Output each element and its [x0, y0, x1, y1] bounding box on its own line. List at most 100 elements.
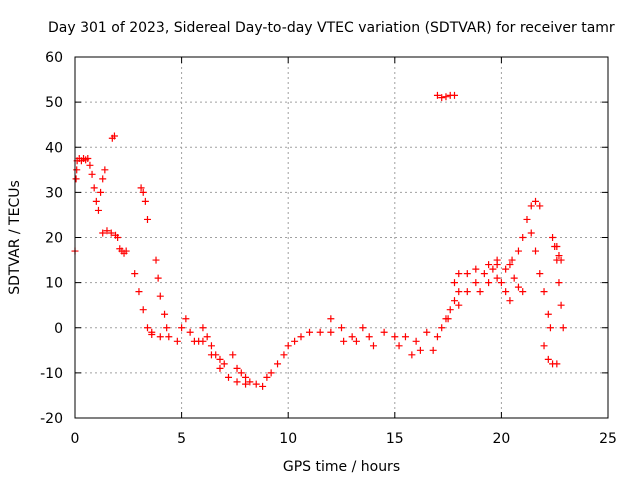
data-point: [463, 288, 471, 296]
data-point: [156, 292, 164, 300]
data-point: [540, 288, 548, 296]
data-point: [472, 265, 480, 273]
data-point: [246, 378, 254, 386]
data-point: [263, 373, 271, 381]
data-point: [327, 328, 335, 336]
data-point: [408, 351, 416, 359]
data-point: [455, 301, 463, 309]
data-point: [316, 328, 324, 336]
data-point: [199, 337, 207, 345]
data-point: [359, 324, 367, 332]
data-point: [233, 364, 241, 372]
data-point: [536, 270, 544, 278]
data-point: [455, 270, 463, 278]
data-point: [559, 324, 567, 332]
data-point: [280, 351, 288, 359]
data-point: [540, 342, 548, 350]
data-point: [450, 91, 458, 99]
data-point: [199, 324, 207, 332]
data-point: [114, 234, 122, 241]
data-point: [502, 265, 510, 273]
data-point: [380, 328, 388, 336]
data-point: [510, 274, 518, 282]
data-point: [348, 333, 356, 341]
data-point: [365, 333, 373, 341]
data-point: [152, 256, 160, 264]
x-axis-label: GPS time / hours: [283, 459, 400, 475]
data-point: [148, 331, 156, 339]
data-point: [207, 351, 215, 359]
data-point: [557, 301, 565, 309]
data-point: [485, 279, 493, 287]
data-point: [549, 234, 557, 241]
data-point: [476, 288, 484, 296]
data-point: [555, 252, 563, 260]
data-point: [450, 297, 458, 305]
data-point: [178, 324, 186, 332]
grid: [75, 57, 608, 418]
data-point: [242, 380, 250, 388]
data-point: [291, 337, 299, 345]
data-point: [101, 166, 109, 174]
data-point: [506, 297, 514, 305]
data-point: [141, 197, 149, 205]
data-point: [340, 337, 348, 345]
data-point: [161, 310, 169, 318]
data-point: [514, 247, 522, 255]
data-point: [519, 234, 527, 241]
data-point: [143, 324, 151, 332]
data-point: [86, 161, 94, 169]
y-tick-label: 20: [45, 231, 63, 247]
data-point: [103, 227, 111, 235]
data-point: [233, 378, 241, 386]
data-point: [444, 315, 452, 323]
data-point: [122, 247, 130, 255]
data-point: [489, 265, 497, 273]
data-point: [508, 256, 516, 264]
data-point: [252, 380, 260, 388]
data-point: [527, 202, 535, 210]
x-tick-label: 0: [71, 431, 80, 447]
data-point: [99, 229, 107, 237]
data-point: [88, 170, 96, 178]
data-point: [225, 373, 233, 381]
y-tick-label: 60: [45, 50, 63, 66]
data-point: [506, 261, 514, 269]
y-axis-label: SDTVAR / TECUs: [7, 180, 23, 295]
y-tick-label: 30: [45, 185, 63, 201]
x-tick-label: 25: [599, 431, 617, 447]
data-point: [401, 333, 409, 341]
data-point: [433, 91, 441, 99]
y-tick-label: 0: [54, 321, 63, 337]
data-point: [514, 283, 522, 291]
data-point: [557, 256, 565, 264]
data-point: [97, 188, 105, 196]
y-tick-label: -10: [40, 366, 63, 382]
data-point: [143, 215, 151, 223]
data-point: [438, 94, 446, 102]
data-point: [450, 279, 458, 287]
data-point: [207, 342, 215, 350]
data-point: [532, 247, 540, 255]
x-tick-label: 10: [279, 431, 297, 447]
data-point: [139, 306, 147, 314]
data-point: [237, 369, 245, 377]
data-point: [369, 342, 377, 350]
data-point: [72, 175, 80, 183]
plot-frame: [74, 56, 609, 419]
data-point: [555, 279, 563, 287]
data-point: [391, 333, 399, 341]
data-point: [553, 360, 561, 368]
x-tick-label: 15: [386, 431, 404, 447]
data-point: [553, 243, 561, 251]
data-point: [259, 382, 267, 390]
data-point: [352, 337, 360, 345]
data-point: [94, 206, 102, 214]
data-point: [523, 215, 531, 223]
data-point: [229, 351, 237, 359]
data-point: [163, 324, 171, 332]
data-point: [497, 279, 505, 287]
data-point: [137, 184, 145, 192]
data-point: [73, 166, 81, 174]
y-tick-label: 50: [45, 95, 63, 111]
